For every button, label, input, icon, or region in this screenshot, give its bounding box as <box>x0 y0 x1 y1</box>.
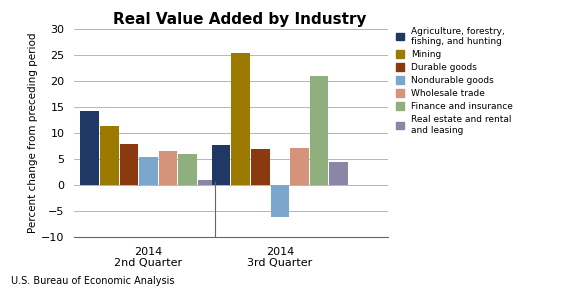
Bar <box>211 145 230 185</box>
Bar <box>100 126 119 185</box>
Text: Real Value Added by Industry: Real Value Added by Industry <box>113 12 366 27</box>
Bar <box>329 162 348 185</box>
Bar <box>198 180 217 185</box>
Bar <box>290 147 309 185</box>
Bar <box>251 149 270 185</box>
Bar <box>159 151 177 185</box>
Bar <box>80 111 99 185</box>
Bar <box>271 185 289 217</box>
Legend: Agriculture, forestry,
fishing, and hunting, Mining, Durable goods, Nondurable g: Agriculture, forestry, fishing, and hunt… <box>394 25 515 136</box>
Bar <box>120 144 139 185</box>
Y-axis label: Percent change from preceding period: Percent change from preceding period <box>28 33 38 233</box>
Bar <box>139 158 158 185</box>
Bar <box>231 53 250 185</box>
Bar <box>310 76 328 185</box>
Bar <box>178 154 197 185</box>
Text: U.S. Bureau of Economic Analysis: U.S. Bureau of Economic Analysis <box>11 276 175 286</box>
